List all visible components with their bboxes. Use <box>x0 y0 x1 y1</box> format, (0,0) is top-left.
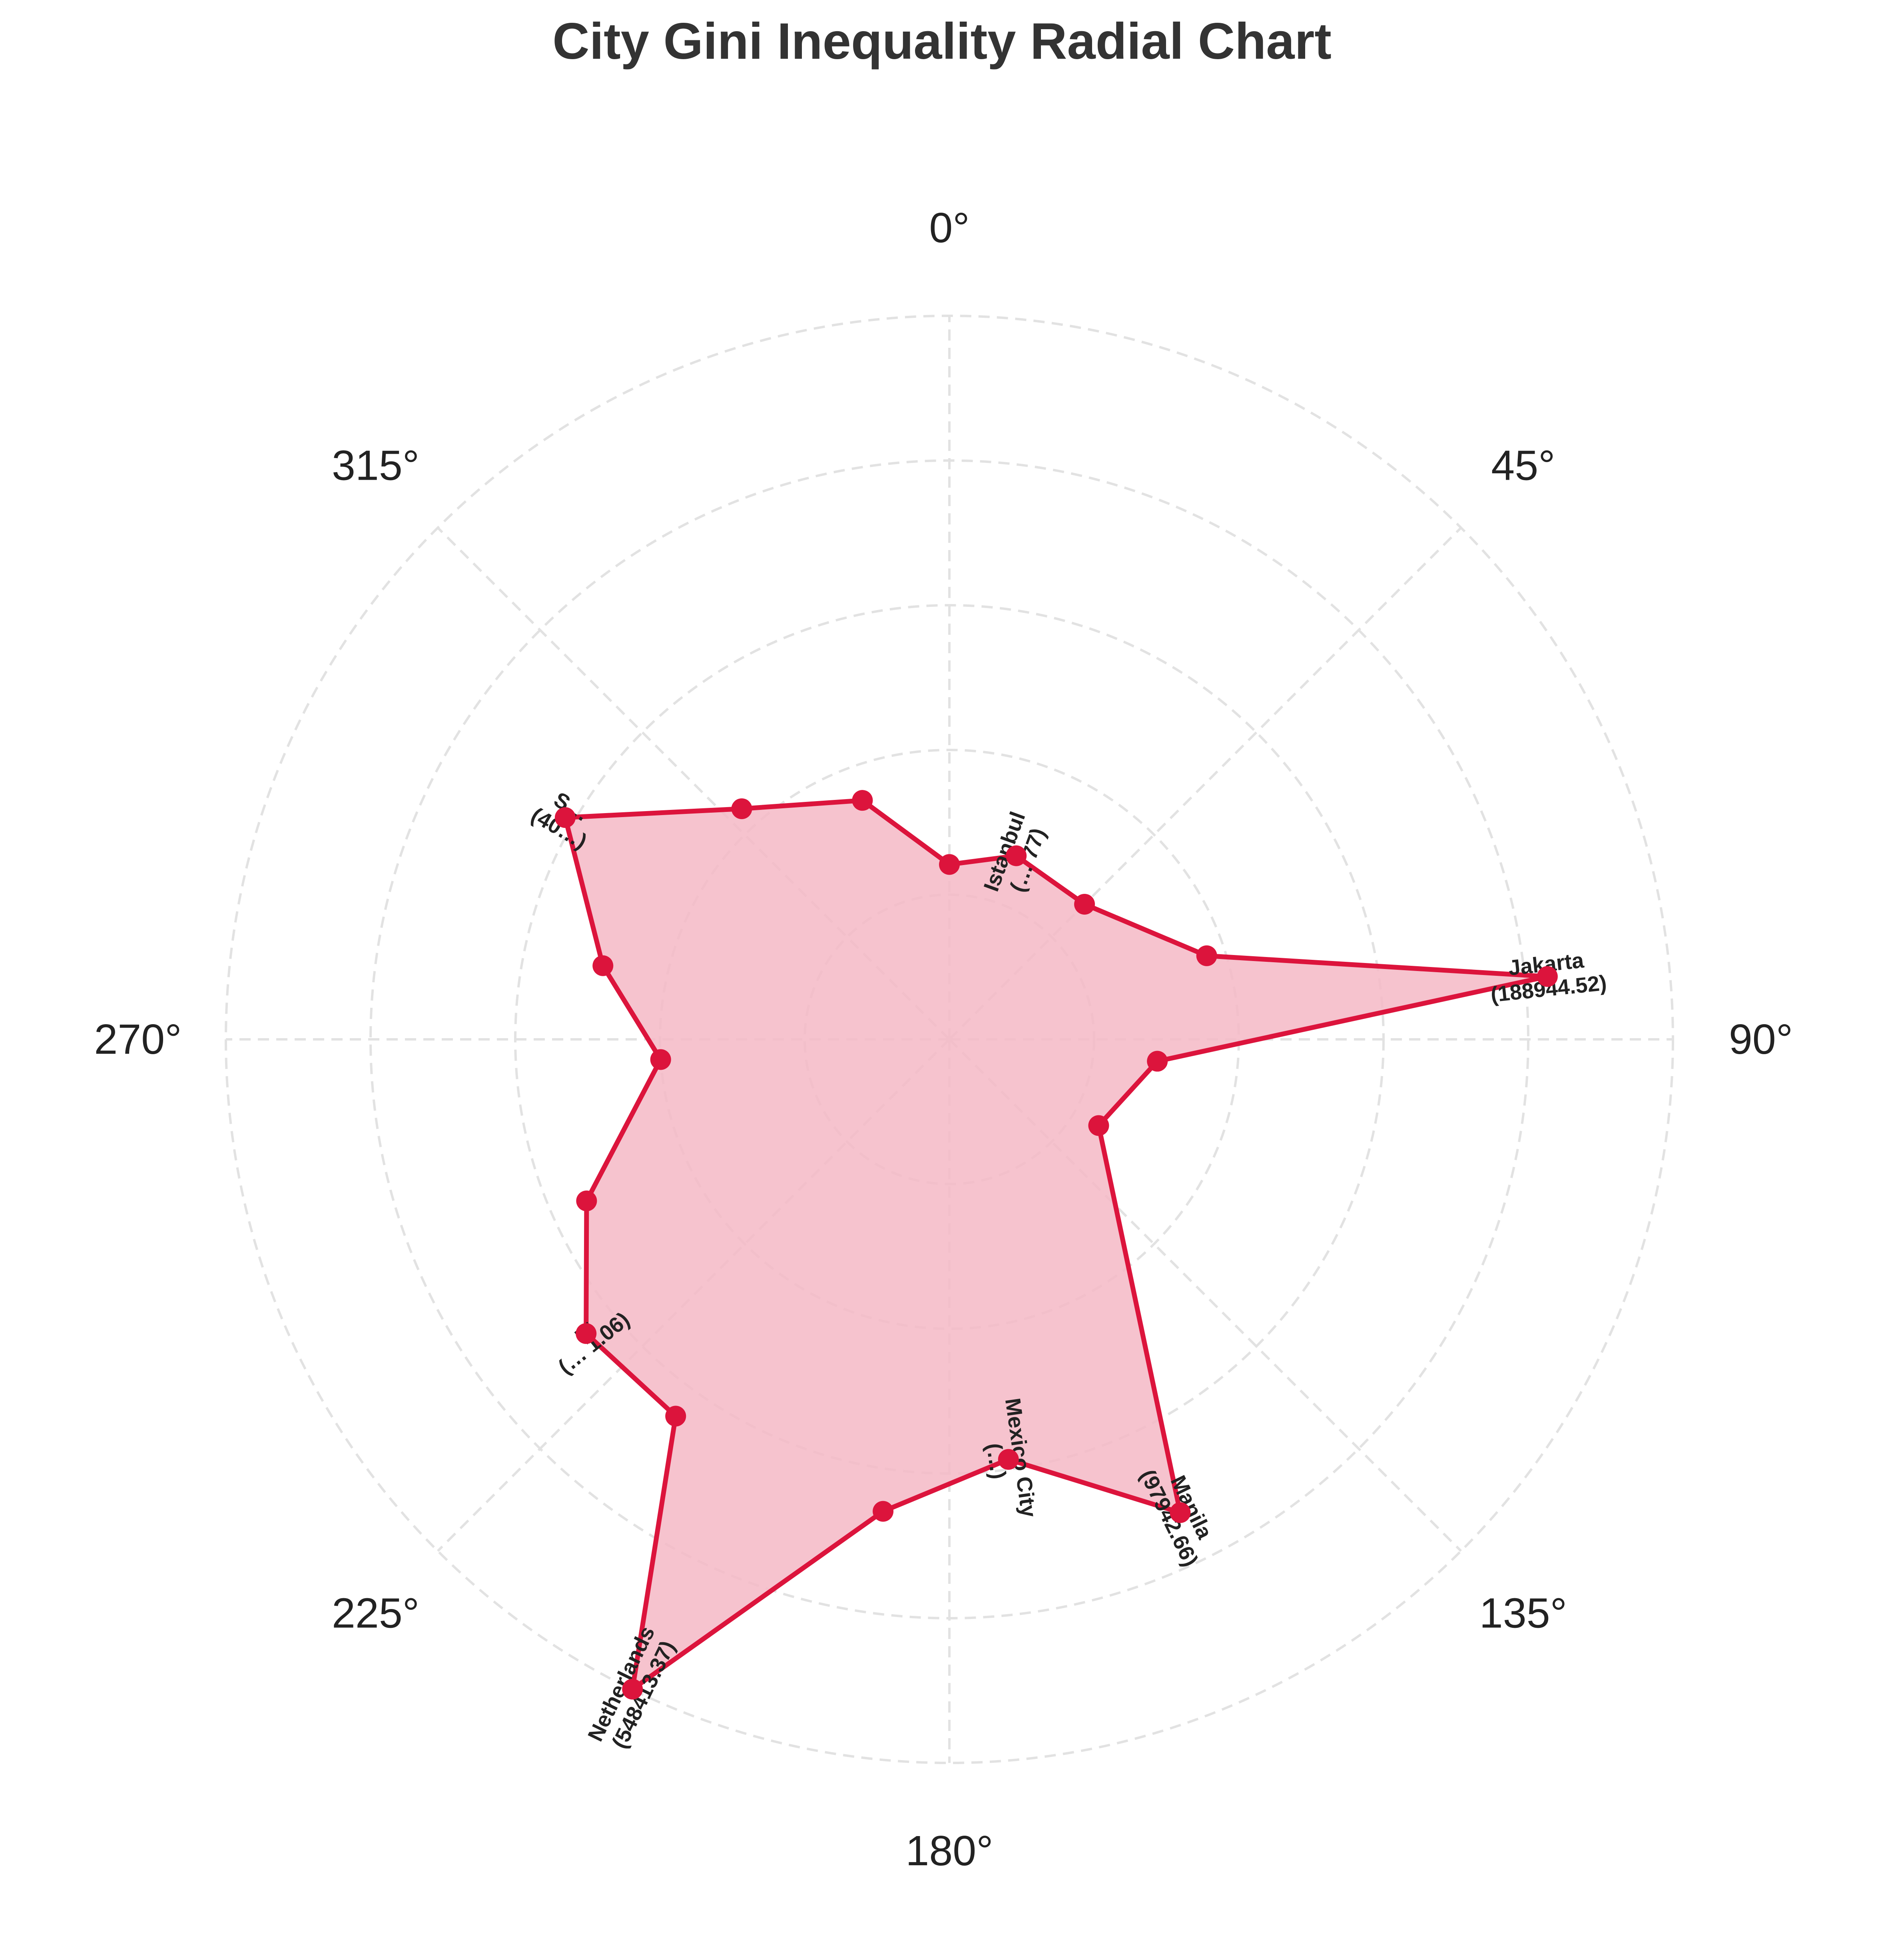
data-point <box>731 798 752 819</box>
data-point <box>939 854 960 875</box>
data-point <box>1196 945 1217 966</box>
data-point <box>1006 845 1027 866</box>
data-point <box>1088 1115 1109 1136</box>
data-point <box>592 955 614 976</box>
angle-tick-label: 0° <box>929 204 969 251</box>
angle-tick-label: 45° <box>1491 442 1555 489</box>
data-point <box>998 1449 1019 1470</box>
data-point <box>873 1501 894 1522</box>
angle-tick-label: 225° <box>332 1589 419 1637</box>
data-point <box>650 1049 671 1070</box>
series-line <box>562 798 1550 1692</box>
tick-layer: 0° 45° 90° 135° 180° 225° 270° 315° <box>94 204 1793 1874</box>
angle-tick-label: 180° <box>905 1827 993 1874</box>
data-point <box>622 1679 643 1700</box>
series-area-fill <box>565 800 1547 1689</box>
area-layer <box>562 798 1550 1692</box>
data-point <box>665 1406 686 1427</box>
data-point <box>576 1323 597 1344</box>
angle-tick-label: 90° <box>1729 1016 1793 1063</box>
data-point <box>1537 966 1558 987</box>
data-point <box>576 1190 597 1212</box>
data-point <box>852 790 873 811</box>
data-point <box>1170 1502 1191 1523</box>
angle-tick-label: 270° <box>94 1016 181 1063</box>
data-point <box>1074 893 1095 915</box>
chart-title: City Gini Inequality Radial Chart <box>552 13 1332 70</box>
data-point <box>554 807 576 828</box>
point-layer <box>554 790 1558 1700</box>
data-point <box>1147 1051 1168 1072</box>
angle-tick-label: 135° <box>1479 1589 1567 1637</box>
angle-tick-label: 315° <box>332 442 419 489</box>
